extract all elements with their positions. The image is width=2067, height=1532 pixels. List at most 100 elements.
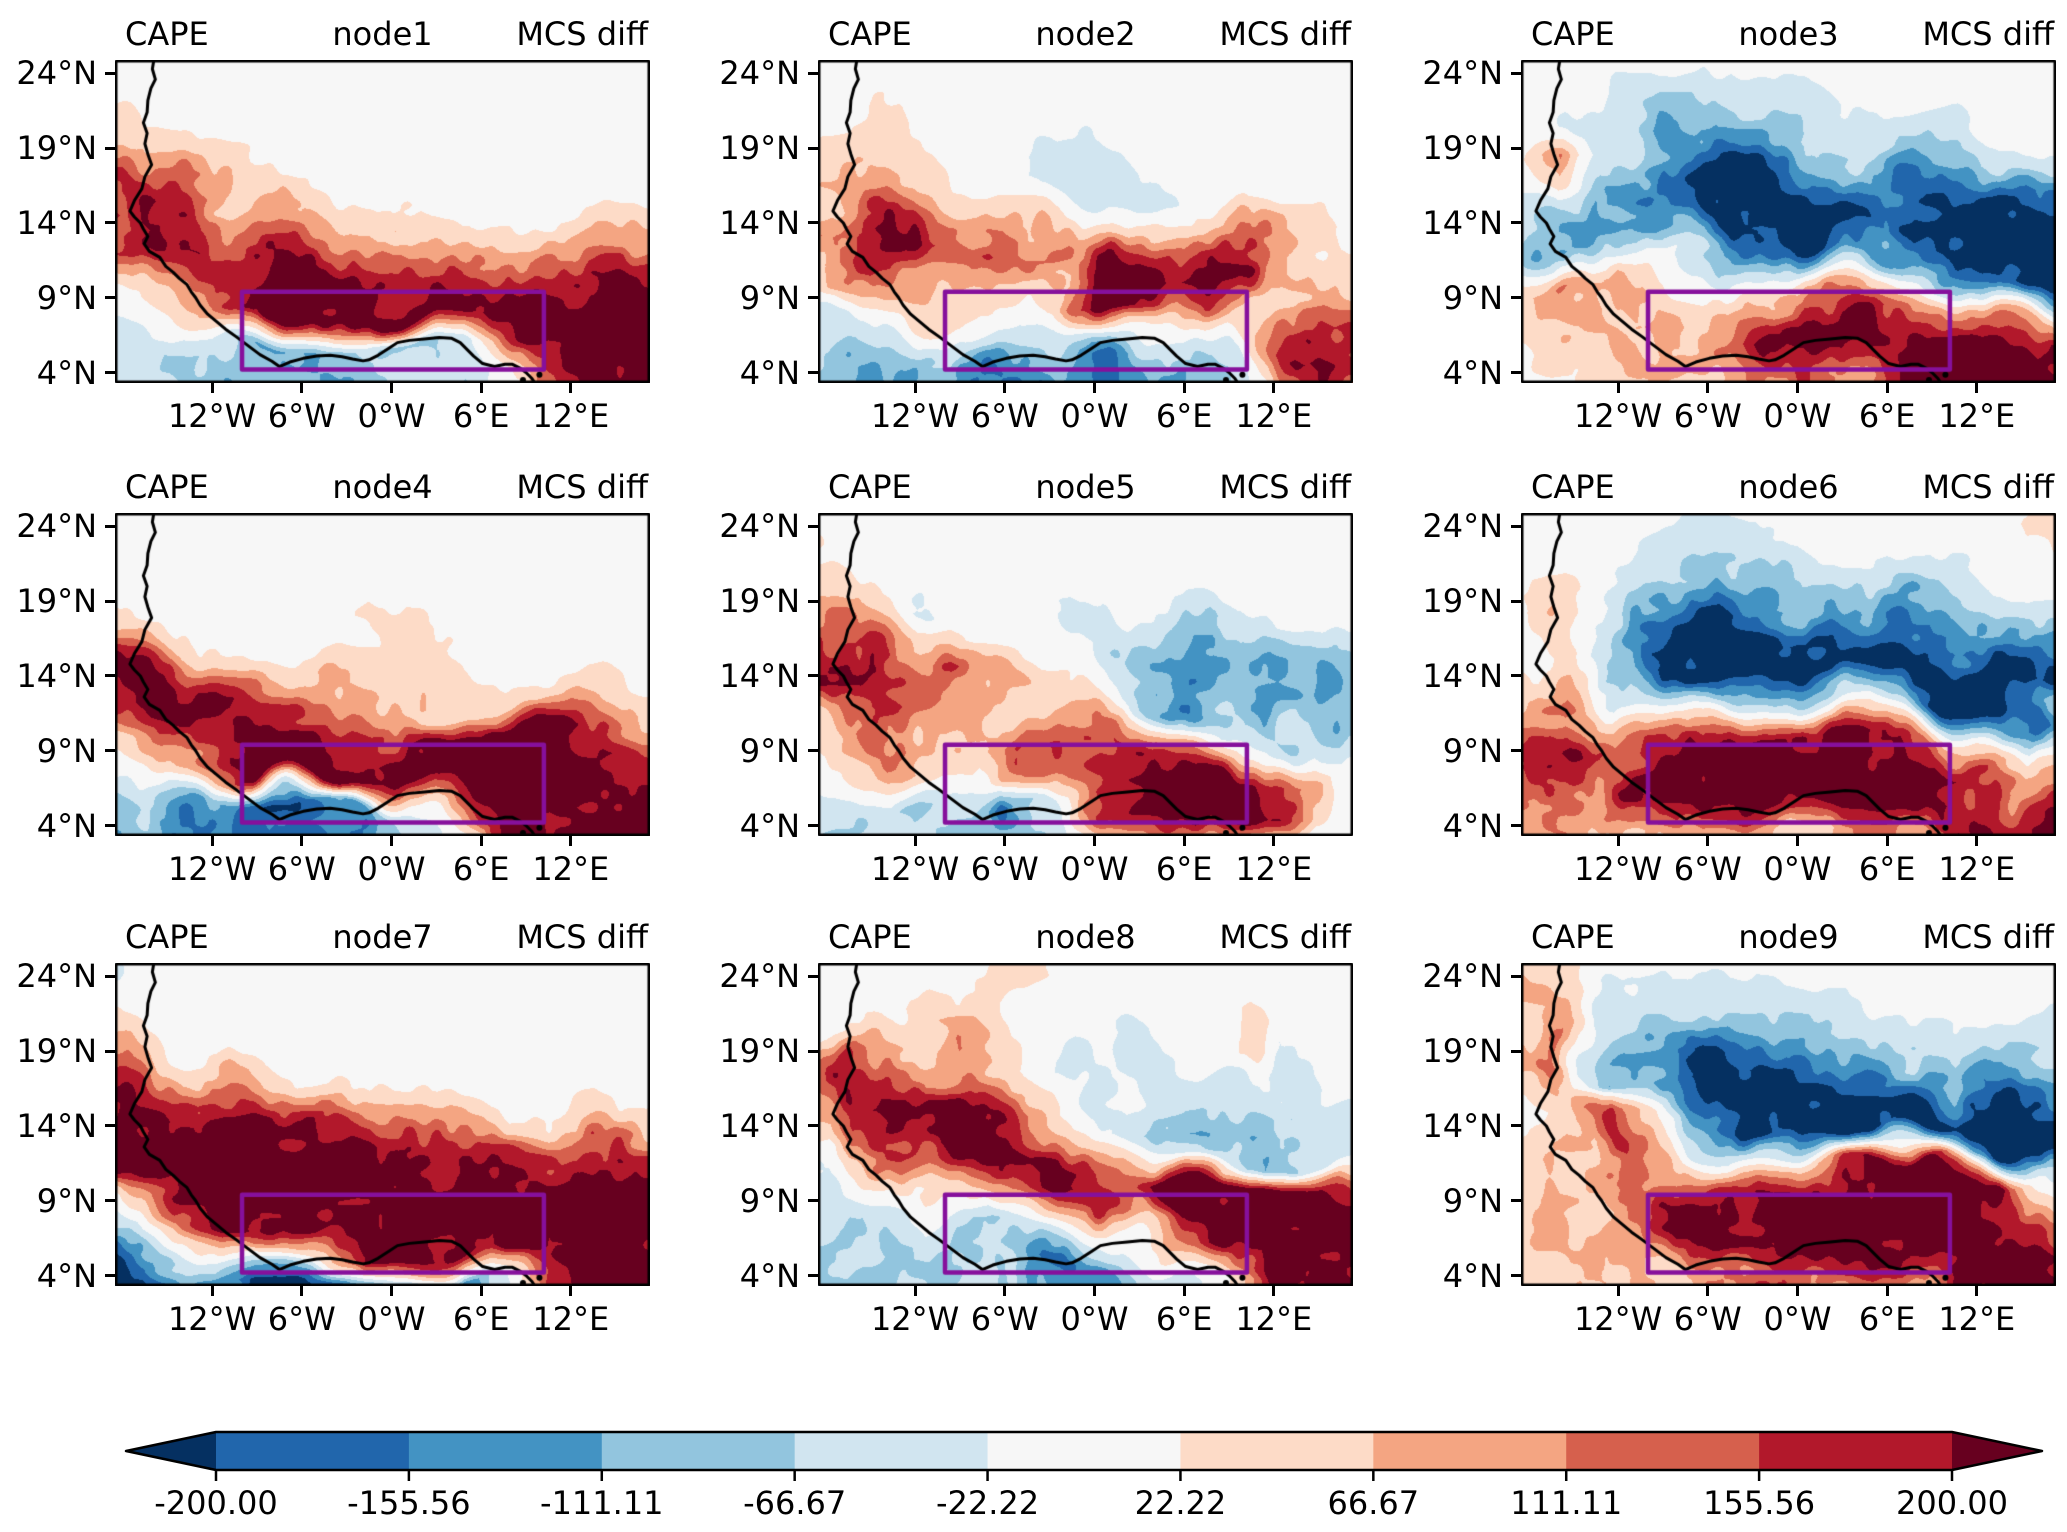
y-tick-mark [105, 1049, 115, 1053]
colorbar-tick-label: -22.22 [936, 1484, 1039, 1522]
x-tick-label: 6°E [1155, 1300, 1213, 1338]
panel-title-node: node7 [332, 918, 433, 956]
x-tick-mark [1616, 383, 1620, 393]
panel-title-diff: MCS diff [1219, 468, 1351, 506]
y-tick-mark [1511, 1049, 1521, 1053]
y-tick-label: 19°N [719, 582, 800, 621]
y-tick-mark [808, 371, 818, 375]
y-tick-mark [1511, 1199, 1521, 1203]
panel-title-node: node4 [332, 468, 433, 506]
panel-node6: CAPE node6 MCS diff 24°N 19°N 14°N 9°N 4°N 12°W 6… [1422, 468, 2056, 887]
x-tick-mark [1003, 836, 1007, 846]
colorbar-segment [408, 1432, 603, 1470]
x-tick-label: 12°W [1573, 1300, 1663, 1338]
colorbar-tick-label: -66.67 [743, 1484, 846, 1522]
panel-title-variable: CAPE [1531, 15, 1615, 53]
colorbar-tick-label: 22.22 [1135, 1484, 1227, 1522]
y-tick-label: 24°N [16, 54, 97, 93]
x-tick-label: 6°E [452, 1300, 510, 1338]
x-tick-label: 6°W [970, 850, 1039, 888]
y-tick-mark [1511, 371, 1521, 375]
y-tick-label: 19°N [1422, 129, 1503, 168]
colorbar-segment [1180, 1432, 1374, 1470]
x-tick-mark [1182, 1286, 1186, 1296]
panel-title-diff: MCS diff [1922, 468, 2054, 506]
panel-title-variable: CAPE [125, 15, 209, 53]
y-tick-label: 14°N [1422, 203, 1503, 242]
x-tick-label: 6°W [1673, 1300, 1742, 1338]
x-tick-mark [389, 1286, 393, 1296]
x-tick-label: 12°W [870, 1300, 960, 1338]
y-tick-mark [1511, 524, 1521, 528]
y-tick-label: 14°N [16, 656, 97, 695]
colorbar-segment [1373, 1432, 1567, 1470]
y-tick-mark [105, 824, 115, 828]
x-tick-label: 12°E [532, 1300, 610, 1338]
panel-title-variable: CAPE [1531, 918, 1615, 956]
y-tick-label: 14°N [16, 1106, 97, 1145]
y-tick-label: 19°N [1422, 1032, 1503, 1071]
x-tick-label: 12°E [1938, 850, 2016, 888]
y-tick-mark [105, 71, 115, 75]
y-tick-mark [1511, 71, 1521, 75]
x-tick-mark [300, 383, 304, 393]
x-tick-mark [1885, 836, 1889, 846]
y-tick-label: 14°N [719, 1106, 800, 1145]
y-tick-label: 14°N [1422, 656, 1503, 695]
y-tick-mark [808, 749, 818, 753]
x-tick-mark [1092, 1286, 1096, 1296]
colorbar-over-arrow [1952, 1432, 2042, 1470]
y-tick-label: 14°N [719, 656, 800, 695]
panel-title-node: node9 [1738, 918, 1839, 956]
x-tick-mark [1706, 1286, 1710, 1296]
map-canvas-node5 [818, 513, 1353, 836]
x-tick-label: 6°E [1858, 397, 1916, 435]
y-tick-mark [105, 371, 115, 375]
y-tick-mark [1511, 1274, 1521, 1278]
colorbar-segment [216, 1432, 410, 1470]
x-tick-label: 12°E [1938, 1300, 2016, 1338]
x-tick-label: 0°W [1763, 397, 1832, 435]
x-tick-mark [569, 1286, 573, 1296]
x-tick-mark [1975, 383, 1979, 393]
y-tick-mark [808, 599, 818, 603]
y-tick-label: 9°N [1442, 278, 1503, 317]
panel-title-row: CAPE node5 MCS diff [818, 466, 1353, 508]
x-tick-label: 0°W [357, 1300, 426, 1338]
map-canvas-node6 [1521, 513, 2056, 836]
y-tick-label: 4°N [739, 806, 800, 845]
y-tick-mark [808, 71, 818, 75]
x-tick-mark [1885, 383, 1889, 393]
y-tick-label: 4°N [36, 353, 97, 392]
x-tick-label: 6°W [267, 850, 336, 888]
x-tick-mark [210, 836, 214, 846]
y-tick-label: 4°N [36, 806, 97, 845]
y-tick-label: 19°N [719, 129, 800, 168]
y-tick-mark [808, 524, 818, 528]
y-tick-mark [808, 1199, 818, 1203]
y-tick-mark [105, 1124, 115, 1128]
x-tick-label: 0°W [1060, 397, 1129, 435]
x-tick-label: 12°E [532, 397, 610, 435]
y-tick-label: 24°N [16, 957, 97, 996]
x-tick-label: 6°E [1858, 850, 1916, 888]
panel-title-node: node3 [1738, 15, 1839, 53]
x-tick-label: 6°W [1673, 850, 1742, 888]
y-tick-mark [808, 1274, 818, 1278]
y-tick-label: 24°N [719, 957, 800, 996]
colorbar-segment [794, 1432, 989, 1470]
x-tick-mark [1272, 836, 1276, 846]
colorbar-segment [1566, 1432, 1760, 1470]
y-tick-label: 24°N [16, 507, 97, 546]
x-tick-mark [913, 1286, 917, 1296]
x-tick-mark [210, 1286, 214, 1296]
x-tick-mark [1092, 383, 1096, 393]
map-canvas-node4 [115, 513, 650, 836]
x-tick-mark [1706, 836, 1710, 846]
y-tick-mark [1511, 974, 1521, 978]
panel-node5: CAPE node5 MCS diff 24°N 19°N 14°N 9°N 4°N 12°W 6… [719, 468, 1353, 887]
colorbar-tick-label: -200.00 [154, 1484, 278, 1522]
map-canvas-node2 [818, 60, 1353, 383]
y-tick-label: 9°N [739, 1181, 800, 1220]
